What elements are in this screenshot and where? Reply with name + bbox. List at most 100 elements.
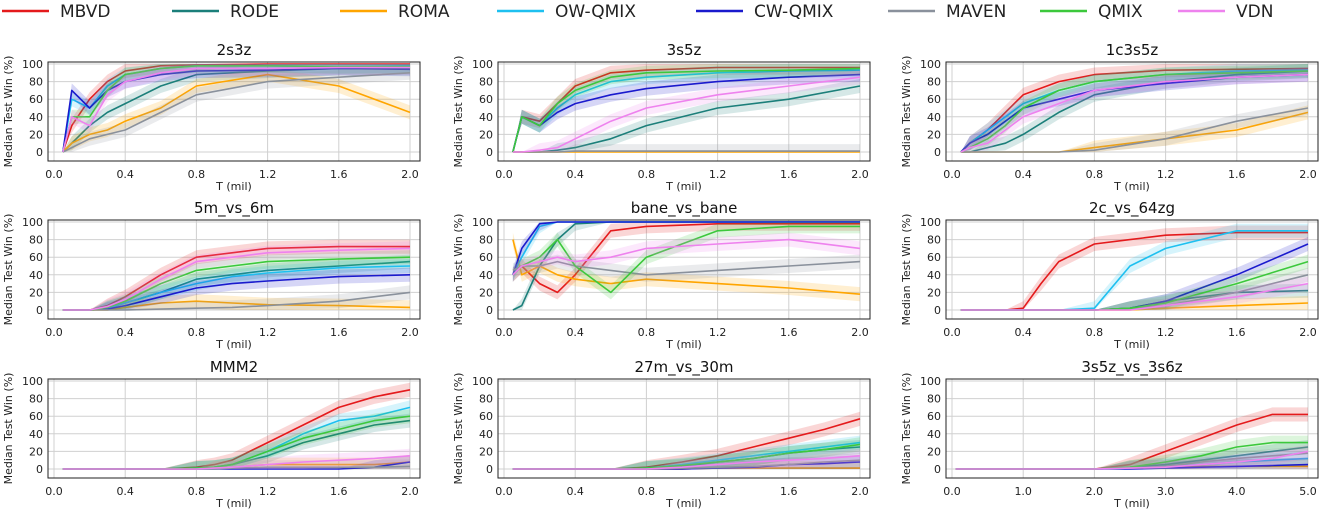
- x-tick-label: 0.8: [1086, 326, 1104, 339]
- series-band-ROMA: [512, 461, 860, 469]
- series-line-VDN: [955, 450, 1309, 470]
- subplot-3s5z_vs_3s6z: 3s5z_vs_3s6z 0.0 1.0 2.0 3.0 4.0 5.0 0 20 40 60 80 1…: [900, 358, 1319, 510]
- y-tick-label: 40: [29, 111, 43, 124]
- series-line-MBVD: [512, 223, 860, 294]
- x-tick-label: 0.0: [943, 326, 961, 339]
- y-tick-label: 60: [479, 93, 493, 106]
- series-line-QMIX: [512, 225, 860, 294]
- series-band-QMIX: [512, 64, 860, 152]
- x-tick-label: 1.6: [330, 168, 348, 181]
- x-tick-label: 0.8: [638, 485, 656, 498]
- y-tick-label: 20: [29, 128, 43, 141]
- x-tick-label: 1.6: [780, 326, 798, 339]
- x-tick-label: 1.2: [259, 326, 277, 339]
- series-band-MAVEN: [960, 101, 1308, 152]
- subplot-title: 3s5z_vs_3s6z: [1081, 358, 1182, 377]
- y-axis-label: Median Test Win (%): [900, 214, 913, 326]
- y-tick-label: 20: [479, 286, 493, 299]
- y-tick-label: 60: [927, 410, 941, 423]
- series-line-MAVEN: [960, 107, 1309, 153]
- y-tick-label: 80: [927, 76, 941, 89]
- series-line-VDN: [512, 455, 861, 470]
- series-band-VDN: [62, 448, 411, 469]
- x-tick-label: 2.0: [1299, 326, 1317, 339]
- series-line-MAVEN: [62, 72, 411, 153]
- y-tick-label: 0: [934, 146, 941, 159]
- x-tick-label: 0.0: [943, 168, 961, 181]
- subplot-5m_vs_6m: 5m_vs_6m 0.0 0.4 0.8 1.2 1.6 2.0 0 20 40 60 80 100 T …: [2, 199, 421, 351]
- y-tick-label: 0: [486, 463, 493, 476]
- y-tick-label: 0: [36, 304, 43, 317]
- y-tick-label: 0: [486, 146, 493, 159]
- y-tick-label: 100: [22, 216, 43, 229]
- series-band-OW-QMIX: [960, 223, 1308, 310]
- series-band-VDN: [62, 64, 411, 152]
- series-band-OW-QMIX: [62, 64, 411, 152]
- x-axis-label: T (mil): [215, 338, 252, 351]
- plot-frame: [47, 378, 421, 479]
- legend-label: QMIX: [1098, 2, 1143, 22]
- subplot-27m_vs_30m: 27m_vs_30m 0.0 0.4 0.8 1.2 1.6 2.0 0 20 40 60 80 100…: [452, 358, 871, 510]
- series-line-MAVEN: [512, 150, 860, 153]
- x-tick-label: 1.2: [1157, 326, 1175, 339]
- series-band-OW-QMIX: [512, 222, 860, 282]
- y-tick-label: 40: [927, 269, 941, 282]
- y-tick-label: 40: [927, 111, 941, 124]
- series-band-MBVD: [512, 222, 860, 300]
- series-line-CW-QMIX: [62, 67, 411, 153]
- plot-frame: [497, 219, 871, 320]
- series-band-VDN: [62, 241, 411, 310]
- x-tick-label: 1.2: [1157, 168, 1175, 181]
- legend-label: OW-QMIX: [555, 2, 636, 22]
- y-tick-label: 20: [927, 445, 941, 458]
- series-band-VDN: [960, 276, 1308, 310]
- series-line-VDN: [62, 66, 410, 153]
- plot-frame: [47, 219, 421, 320]
- y-tick-label: 0: [934, 304, 941, 317]
- y-tick-label: 80: [927, 393, 941, 406]
- y-axis-label: Median Test Win (%): [2, 56, 15, 168]
- y-tick-label: 0: [36, 463, 43, 476]
- subplot-title: 1c3s5z: [1106, 41, 1159, 59]
- y-tick-label: 100: [472, 216, 493, 229]
- series-band-MBVD: [62, 382, 411, 469]
- x-tick-label: 0.8: [1086, 168, 1104, 181]
- y-tick-label: 60: [29, 410, 43, 423]
- subplot-1c3s5z: 1c3s5z 0.0 0.4 0.8 1.2 1.6 2.0 0 20 40 60 80 100 T (m…: [900, 41, 1319, 193]
- series-line-MBVD: [960, 231, 1308, 311]
- y-tick-label: 20: [927, 286, 941, 299]
- x-tick-label: 3.0: [1157, 485, 1175, 498]
- y-tick-label: 60: [29, 93, 43, 106]
- legend-label: CW-QMIX: [754, 2, 834, 22]
- y-tick-label: 80: [479, 234, 493, 247]
- x-tick-label: 0.8: [638, 168, 656, 181]
- x-tick-label: 1.2: [709, 168, 727, 181]
- series-band-MAVEN: [512, 144, 860, 152]
- subplot-title: 27m_vs_30m: [634, 358, 733, 377]
- x-tick-label: 0.8: [638, 326, 656, 339]
- series-line-QMIX: [960, 70, 1309, 153]
- y-axis-label: Median Test Win (%): [452, 56, 465, 168]
- y-tick-label: 100: [920, 216, 941, 229]
- x-tick-label: 0.0: [45, 326, 63, 339]
- series-band-ROMA: [62, 454, 411, 469]
- series-band-CW-QMIX: [62, 64, 411, 152]
- x-tick-label: 1.2: [709, 326, 727, 339]
- x-tick-label: 1.6: [780, 168, 798, 181]
- x-tick-label: 1.2: [259, 485, 277, 498]
- series-band-VDN: [512, 70, 860, 152]
- y-tick-label: 0: [934, 463, 941, 476]
- series-band-MBVD: [512, 64, 860, 152]
- y-tick-label: 80: [479, 393, 493, 406]
- x-tick-label: 2.0: [401, 326, 419, 339]
- x-tick-label: 0.0: [45, 485, 63, 498]
- series-line-MBVD: [512, 66, 860, 153]
- series-band-RODE: [62, 413, 411, 469]
- subplot-MMM2: MMM2 0.0 0.4 0.8 1.2 1.6 2.0 0 20 40 60 80 100 T (mil…: [2, 358, 421, 510]
- series-line-VDN: [512, 238, 861, 276]
- y-tick-label: 40: [479, 111, 493, 124]
- y-tick-label: 80: [29, 234, 43, 247]
- y-axis-label: Median Test Win (%): [900, 373, 913, 485]
- series-band-QMIX: [960, 64, 1308, 152]
- legend-label: MBVD: [60, 2, 111, 22]
